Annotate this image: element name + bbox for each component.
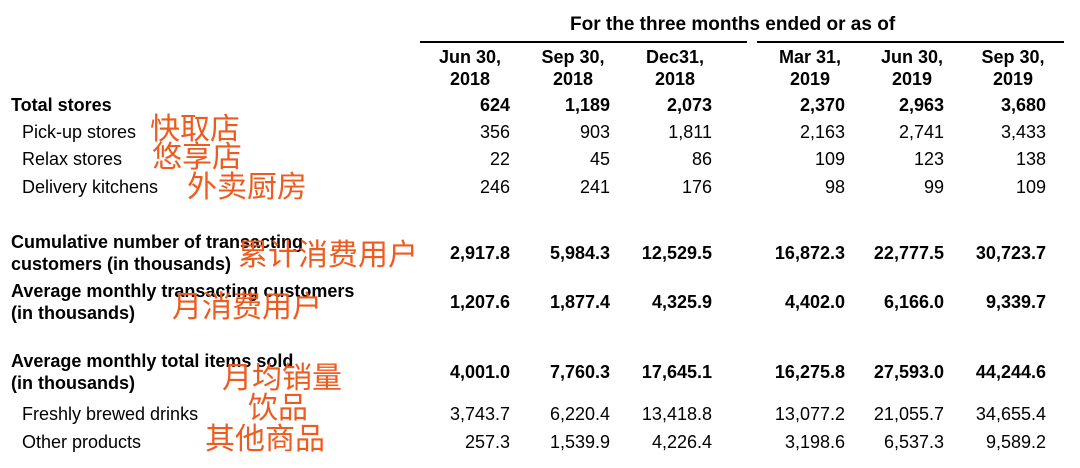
table-cell: 3,198.6 — [784, 432, 845, 452]
handwritten-chinese-annotation: 月均销量 — [222, 361, 342, 396]
table-cell: 17,645.1 — [641, 362, 712, 382]
table-cell: 903 — [579, 122, 610, 142]
table-cell: 34,655.4 — [975, 404, 1046, 424]
table-cell: 5,984.3 — [549, 243, 610, 263]
table-cell: 9,339.7 — [985, 292, 1046, 312]
table-cell: 2,163 — [799, 122, 845, 142]
table-cell: 138 — [1015, 149, 1046, 169]
row-label-line: customers (in thousands) — [11, 254, 232, 274]
table-cell: 16,275.8 — [774, 362, 845, 382]
table-cell: 22 — [489, 149, 510, 169]
handwritten-chinese-annotation: 其他商品 — [205, 422, 325, 457]
table-cell: 30,723.7 — [975, 243, 1046, 263]
row-label: Relax stores — [22, 148, 122, 170]
row-label: Average monthly transacting customers (in… — [11, 280, 354, 324]
table-cell: 27,593.0 — [873, 362, 944, 382]
row-label-line: (in thousands) — [11, 303, 135, 323]
table-cell: 109 — [814, 149, 845, 169]
row-label: Average monthly total items sold (in thou… — [11, 350, 293, 394]
table-cell: 2,370 — [799, 95, 845, 115]
row-label: Freshly brewed drinks — [22, 403, 198, 425]
column-header-jun-2018: Jun 30, 2018 — [438, 47, 502, 89]
row-label-line: Average monthly transacting customers — [11, 281, 355, 301]
header-rule-2019 — [757, 41, 1064, 43]
handwritten-chinese-annotation: 外卖厨房 — [187, 170, 307, 205]
table-cell: 4,402.0 — [784, 292, 845, 312]
table-cell: 1,189 — [564, 95, 610, 115]
handwritten-chinese-annotation: 快取店 — [150, 112, 240, 147]
row-label: Other products — [22, 431, 141, 453]
table-cell: 2,073 — [666, 95, 712, 115]
table-cell: 2,917.8 — [449, 243, 510, 263]
column-header-sep-2018: Sep 30, 2018 — [541, 47, 605, 89]
table-cell: 6,220.4 — [549, 404, 610, 424]
table-cell: 4,325.9 — [651, 292, 712, 312]
row-label-line: Pick-up stores — [22, 122, 137, 142]
table-cell: 257.3 — [464, 432, 510, 452]
table-cell: 4,001.0 — [449, 362, 510, 382]
handwritten-chinese-annotation: 悠享店 — [152, 140, 242, 175]
table-cell: 109 — [1015, 177, 1046, 197]
table-cell: 99 — [923, 177, 944, 197]
row-label-line: Delivery kitchens — [22, 177, 159, 197]
table-cell: 356 — [479, 122, 510, 142]
row-label-line: Average monthly total items sold — [11, 351, 294, 371]
column-header-dec-2018: Dec31, 2018 — [645, 47, 705, 89]
table-cell: 1,207.6 — [449, 292, 510, 312]
header-rule-2018 — [420, 41, 747, 43]
table-cell: 1,811 — [668, 122, 712, 142]
row-label: Total stores — [11, 94, 112, 116]
table-cell: 9,589.2 — [985, 432, 1046, 452]
row-label-line: Cumulative number of transacting — [11, 232, 304, 252]
table-cell: 22,777.5 — [873, 243, 944, 263]
row-label: Pick-up stores — [22, 121, 136, 143]
column-header-mar-2019: Mar 31, 2019 — [778, 47, 842, 89]
row-label: Delivery kitchens — [22, 176, 158, 198]
table-cell: 241 — [579, 177, 610, 197]
column-header-jun-2019: Jun 30, 2019 — [880, 47, 944, 89]
table-cell: 16,872.3 — [774, 243, 845, 263]
row-label-line: Freshly brewed drinks — [22, 404, 199, 424]
row-label: Cumulative number of transacting customer… — [11, 231, 303, 275]
table-cell: 13,077.2 — [774, 404, 845, 424]
row-label-line: Total stores — [11, 95, 112, 115]
table-cell: 624 — [479, 95, 510, 115]
table-cell: 3,743.7 — [449, 404, 510, 424]
handwritten-chinese-annotation: 累计消费用户 — [238, 238, 418, 273]
handwritten-chinese-annotation: 饮品 — [248, 391, 308, 426]
table-cell: 44,244.6 — [975, 362, 1046, 382]
table-cell: 6,166.0 — [883, 292, 944, 312]
table-cell: 2,963 — [898, 95, 944, 115]
table-cell: 12,529.5 — [641, 243, 712, 263]
column-header-sep-2019: Sep 30, 2019 — [981, 47, 1045, 89]
table-cell: 2,741 — [898, 122, 944, 142]
handwritten-chinese-annotation: 月消费用户 — [172, 290, 322, 325]
table-cell: 6,537.3 — [883, 432, 944, 452]
table-cell: 98 — [824, 177, 845, 197]
table-cell: 13,418.8 — [641, 404, 712, 424]
table-cell: 3,433 — [1000, 122, 1046, 142]
table-cell: 1,539.9 — [549, 432, 610, 452]
table-cell: 45 — [589, 149, 610, 169]
table-cell: 3,680 — [1000, 95, 1046, 115]
table-period-title: For the three months ended or as of — [570, 14, 896, 35]
table-cell: 86 — [691, 149, 712, 169]
table-cell: 246 — [479, 177, 510, 197]
row-label-line: (in thousands) — [11, 373, 135, 393]
table-cell: 21,055.7 — [873, 404, 944, 424]
table-cell: 1,877.4 — [549, 292, 610, 312]
table-cell: 176 — [681, 177, 712, 197]
table-cell: 4,226.4 — [651, 432, 712, 452]
table-cell: 123 — [913, 149, 944, 169]
table-cell: 7,760.3 — [549, 362, 610, 382]
row-label-line: Other products — [22, 432, 142, 452]
row-label-line: Relax stores — [22, 149, 123, 169]
